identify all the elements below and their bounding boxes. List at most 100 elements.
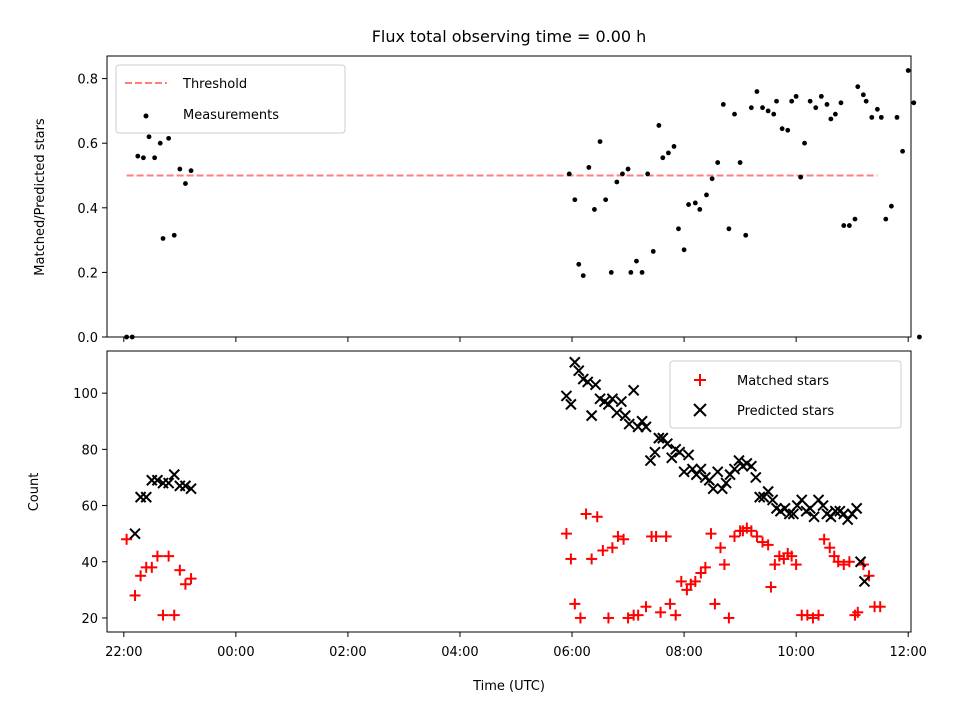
predicted-star-point (611, 407, 623, 419)
measurement-point (905, 68, 911, 73)
matched-star-point (168, 609, 180, 621)
measurement-point (576, 261, 582, 267)
measurement-point (639, 270, 645, 275)
predicted-star-point (168, 468, 180, 481)
matched-star-point (622, 612, 634, 624)
measurement-point (135, 153, 141, 159)
matched-legend-swatch (694, 374, 706, 386)
measurement-point (878, 114, 884, 120)
measurement-point (855, 84, 861, 90)
matched-star-point (874, 601, 886, 613)
measurement-point (888, 203, 894, 209)
measurement-point (634, 258, 639, 264)
measurements-legend-swatch (143, 113, 149, 119)
predicted-star-point (129, 527, 141, 540)
matched-star-point (832, 556, 844, 568)
measurement-point (841, 223, 847, 228)
measurement-point (743, 232, 749, 238)
matched-star-point (745, 525, 757, 537)
matched-star-point (778, 553, 790, 565)
xtick-label: 10:00 (777, 645, 814, 660)
predicted-star-point (796, 494, 808, 506)
bottom-ytick-label: 40 (81, 556, 98, 571)
measurement-point (807, 98, 813, 104)
matched-star-point (174, 564, 186, 576)
matched-star-point (602, 612, 614, 624)
predicted-star-point (179, 480, 192, 492)
predicted-legend-label: Predicted stars (737, 404, 834, 419)
matched-star-point (705, 528, 717, 540)
chart-title: Flux total observing time = 0.00 h (372, 27, 647, 46)
measurement-point (608, 270, 614, 275)
measurement-point (709, 176, 715, 182)
predicted-star-point (703, 474, 716, 486)
matched-star-point (618, 533, 630, 545)
matched-star-point (574, 612, 586, 624)
predicted-star-point (733, 454, 745, 467)
measurement-point (620, 171, 625, 177)
measurement-point (681, 247, 687, 253)
bottom-legend: Matched stars Predicted stars (669, 360, 902, 429)
measurement-point (671, 144, 677, 149)
predicted-star-point (615, 395, 628, 408)
predicted-star-point (707, 482, 719, 495)
measurements-legend-label: Measurements (183, 108, 279, 123)
xtick-label: 04:00 (441, 645, 478, 660)
top-ytick-label: 0.2 (77, 266, 98, 281)
predicted-star-point (804, 502, 816, 515)
predicted-star-point (640, 421, 652, 433)
bottom-y-axis-label: Count (27, 473, 42, 512)
measurement-point (146, 134, 152, 140)
measurement-point (656, 123, 662, 128)
measurement-point (789, 98, 795, 104)
measurement-point (894, 114, 900, 120)
measurement-point (720, 102, 726, 107)
matched-star-point (769, 559, 781, 571)
predicted-star-point (560, 390, 573, 402)
top-plot-marks (124, 68, 922, 340)
measurement-point (676, 226, 681, 232)
predicted-star-point (649, 446, 661, 458)
bottom-plot-frame (106, 350, 912, 633)
measurement-point (737, 160, 743, 165)
measurement-point (692, 200, 698, 206)
measurement-point (141, 155, 146, 161)
measurement-point (732, 111, 737, 117)
matched-star-point (765, 581, 777, 593)
predicted-star-point (623, 418, 635, 430)
matched-star-point (129, 589, 141, 601)
predicted-star-point (817, 499, 829, 512)
predicted-star-point (720, 477, 732, 489)
matched-star-point (632, 609, 644, 621)
measurement-point (852, 216, 858, 222)
measurement-point (704, 192, 709, 198)
bottom-y-axis: 20 40 60 80 100 (73, 387, 107, 627)
predicted-star-point (585, 409, 598, 422)
matched-star-point (801, 609, 813, 621)
matched-star-point (843, 556, 855, 568)
measurement-point (614, 179, 620, 185)
top-legend-box (115, 64, 346, 134)
predicted-star-point (162, 477, 175, 489)
measurement-point (785, 127, 791, 133)
matched-star-point (670, 609, 682, 621)
measurement-point (160, 236, 166, 241)
measurement-point (566, 171, 572, 177)
bottom-ytick-label: 60 (81, 500, 98, 515)
measurement-point (645, 171, 651, 177)
predicted-star-point (653, 432, 665, 444)
matched-star-point (179, 578, 191, 590)
measurement-point (846, 223, 852, 228)
measurement-point (917, 334, 922, 340)
predicted-star-point (151, 474, 164, 486)
predicted-star-point (606, 393, 619, 405)
matched-star-point (723, 612, 735, 624)
matched-star-point (121, 533, 133, 545)
measurement-point (813, 105, 819, 111)
matched-star-point (790, 559, 802, 571)
measurement-point (838, 100, 844, 106)
predicted-star-point (838, 508, 850, 520)
x-axis-label: Time (UTC) (472, 679, 545, 694)
matched-star-point (640, 601, 652, 613)
